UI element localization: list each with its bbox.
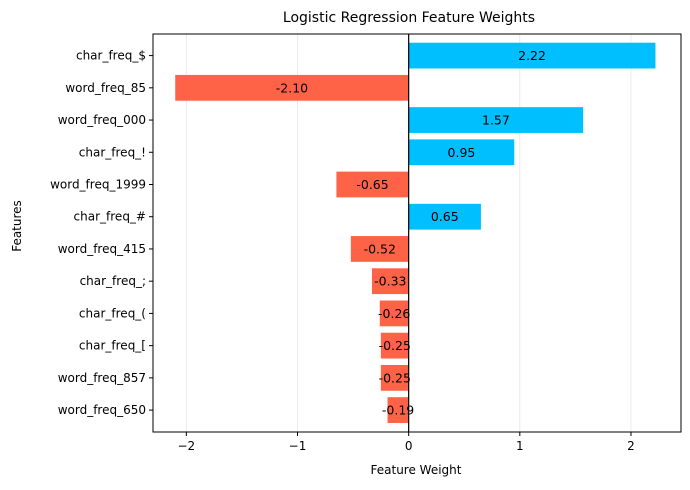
data-label: 2.22: [518, 48, 546, 63]
bar: [408, 203, 481, 230]
bar: [408, 107, 584, 133]
data-label: -0.19: [382, 403, 414, 418]
chart-title: Logistic Regression Feature Weights: [283, 10, 535, 26]
bar: [175, 74, 409, 101]
x-tick-label: −1: [289, 439, 307, 453]
x-axis-ticks: −2 −1 0 1 2: [177, 432, 635, 453]
bar: [408, 42, 656, 69]
data-label: -0.25: [379, 370, 411, 385]
plot-frame: [152, 33, 682, 433]
bar: [379, 300, 409, 327]
y-tick-label: char_freq_(: [79, 306, 146, 320]
data-labels: 2.22 -2.10 1.57 0.95 -0.65 0.65 -0.52 -0.33 -0.2…: [276, 48, 546, 417]
y-tick-label: char_freq_[: [79, 339, 146, 353]
bar: [350, 236, 409, 262]
bar: [336, 171, 409, 198]
data-label: -0.65: [356, 177, 388, 192]
bars: [175, 42, 656, 423]
data-label: -0.26: [378, 306, 410, 321]
y-tick-label: word_freq_650: [58, 403, 146, 417]
y-tick-label: word_freq_000: [58, 113, 146, 127]
y-tick-label: word_freq_857: [58, 371, 146, 385]
data-label: -0.33: [374, 274, 406, 289]
bar: [387, 397, 409, 423]
data-label: 0.65: [431, 209, 459, 224]
y-tick-label: char_freq_#: [74, 210, 146, 224]
y-axis-ticks: char_freq_$ word_freq_85 word_freq_000char…: [50, 49, 153, 417]
x-tick-label: 2: [627, 439, 635, 453]
x-tick-label: 0: [405, 439, 413, 453]
y-tick-label: word_freq_1999: [50, 177, 146, 191]
data-label: -2.10: [276, 80, 308, 95]
x-tick-label: −2: [177, 439, 195, 453]
y-tick-label: word_freq_415: [58, 242, 146, 256]
y-axis-label: Features: [10, 200, 24, 252]
y-tick-label: char_freq_;: [80, 274, 146, 288]
y-tick-label: word_freq_85: [65, 81, 146, 95]
bar: [380, 332, 409, 359]
data-label: -0.25: [379, 338, 411, 353]
data-label: -0.52: [364, 241, 396, 256]
data-label: 0.95: [448, 145, 476, 160]
data-label: 1.57: [482, 113, 510, 128]
bar: [371, 268, 409, 295]
bar: [408, 139, 515, 166]
y-tick-label: char_freq_$: [76, 49, 146, 63]
x-tick-label: 1: [516, 439, 524, 453]
x-axis-label: Feature Weight: [371, 463, 462, 477]
y-tick-label: char_freq_!: [79, 145, 146, 159]
bar: [380, 364, 409, 391]
